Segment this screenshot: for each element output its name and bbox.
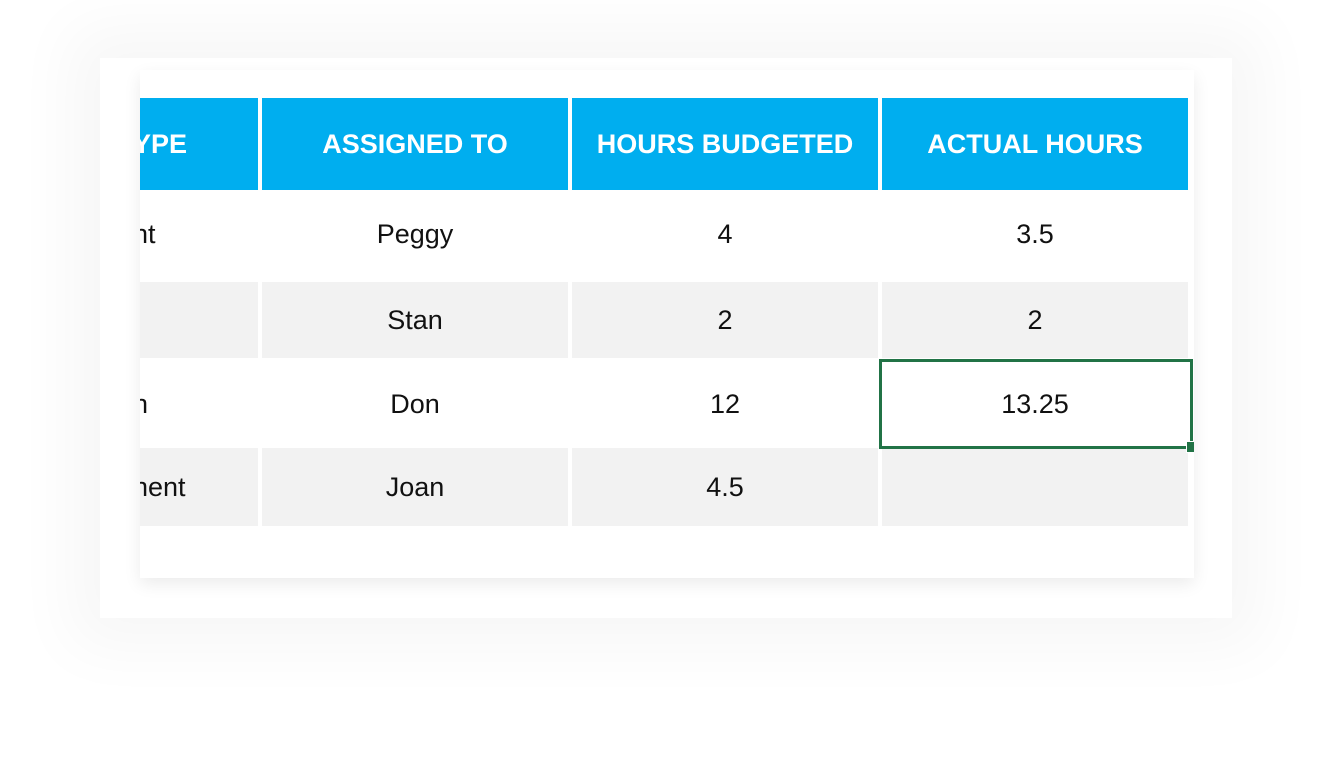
header-cell: YPE (140, 98, 258, 190)
table-cell: Peggy (262, 190, 568, 278)
table-cell: nt (140, 190, 258, 278)
cell-text: ASSIGNED TO (322, 128, 508, 159)
cell-text: Joan (385, 471, 445, 502)
table-cell: n (140, 362, 258, 446)
cell-text: 4 (717, 218, 733, 249)
header-cell: ACTUAL HOURS (882, 98, 1188, 190)
spreadsheet: YPE ASSIGNED TO HOURS BUDGETED ACTUAL HOURS… (140, 70, 1194, 578)
table-cell: 3.5 (882, 190, 1188, 278)
table-cell (140, 282, 258, 358)
table-cell: 2 (572, 282, 878, 358)
header-cell: ASSIGNED TO (262, 98, 568, 190)
table-cell: nent (140, 448, 258, 526)
cell-text: 3.5 (1016, 218, 1054, 249)
table-cell: 12 (572, 362, 878, 446)
selected-cell[interactable] (879, 359, 1193, 449)
cell-text: nent (140, 471, 186, 502)
cell-text: Don (390, 388, 440, 419)
cell-text: HOURS BUDGETED (596, 128, 854, 159)
table-cell (882, 448, 1188, 526)
table-cell: Joan (262, 448, 568, 526)
cell-text: YPE (140, 128, 188, 159)
cell-text: Peggy (376, 218, 454, 249)
cell-text: nt (140, 218, 156, 249)
cell-text: 2 (717, 304, 733, 335)
cell-text: 2 (1027, 304, 1043, 335)
table-cell: Stan (262, 282, 568, 358)
cell-text: n (140, 388, 149, 419)
table-cell: 4 (572, 190, 878, 278)
table-cell: 13.25 (882, 362, 1188, 446)
cell-text: Stan (387, 304, 443, 335)
table-cell: 4.5 (572, 448, 878, 526)
cell-text: ACTUAL HOURS (927, 128, 1143, 159)
table-cell: Don (262, 362, 568, 446)
table-cell: 2 (882, 282, 1188, 358)
cell-text: 4.5 (706, 471, 744, 502)
fill-handle (1186, 441, 1194, 453)
header-cell: HOURS BUDGETED (572, 98, 878, 190)
cell-text: 13.25 (1001, 388, 1069, 419)
cell-text: 12 (709, 388, 741, 419)
